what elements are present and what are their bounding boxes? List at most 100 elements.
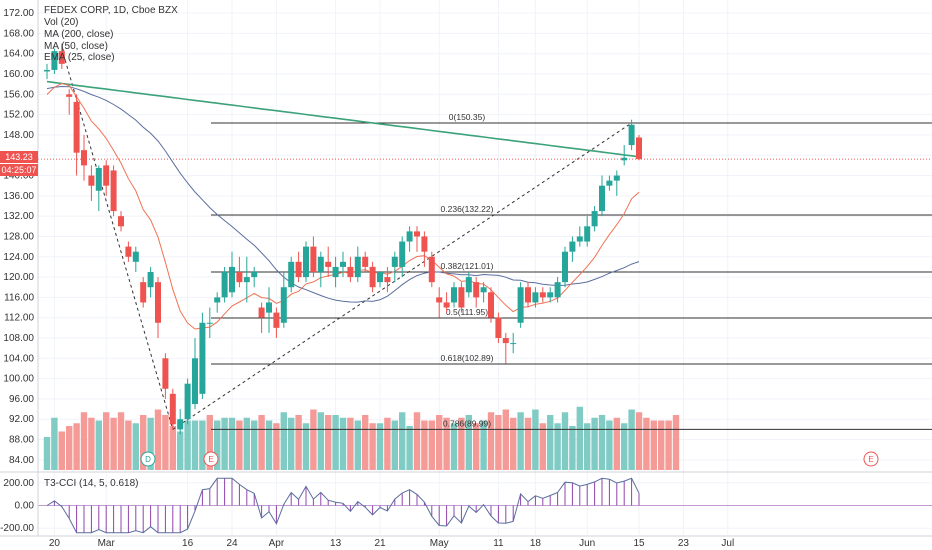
candle-body: [73, 101, 80, 153]
price-tick-label: 84.00: [9, 455, 34, 466]
candle-body: [118, 216, 124, 227]
price-tick-label: 148.00: [3, 130, 34, 141]
volume-bar: [606, 420, 613, 470]
legend-ma50: MA (50, close): [44, 41, 108, 52]
dividend-badge-circle[interactable]: [140, 451, 156, 467]
candle-body: [214, 297, 221, 303]
time-tick-label: Jun: [579, 538, 595, 549]
oscillator-label: T3-CCI (14, 5, 0.618): [44, 478, 138, 489]
candle-body: [332, 266, 339, 278]
volume-bar: [436, 415, 443, 470]
volume-bar: [339, 417, 347, 470]
time-tick-label: 18: [530, 538, 542, 549]
price-tick-label: 104.00: [3, 353, 34, 364]
osc-tick-label: 200.00: [3, 478, 34, 489]
legend-symbol: FEDEX CORP, 1D, Cboe BZX: [44, 5, 178, 16]
volume-bar: [524, 417, 532, 470]
candle-body: [132, 251, 139, 262]
candle-body: [443, 302, 450, 308]
volume-bar: [110, 417, 117, 470]
price-tick-label: 156.00: [3, 89, 34, 100]
legend-vol: Vol (20): [44, 17, 78, 28]
volume-bar: [428, 420, 435, 470]
candle-body: [199, 322, 206, 394]
candle-body: [229, 266, 235, 293]
fib-level-label: 0.786(89.99): [443, 418, 491, 428]
volume-bar: [672, 415, 680, 470]
volume-bar: [154, 409, 162, 470]
candle-body: [636, 137, 642, 160]
volume-bar: [376, 423, 384, 470]
candle-body: [303, 246, 309, 278]
candle-body: [532, 292, 539, 303]
volume-bars: [43, 406, 680, 470]
volume-bar: [51, 417, 58, 470]
candle-body: [621, 157, 628, 161]
volume-bar: [236, 420, 243, 470]
fib-level-label: 0.236(132.22): [441, 204, 494, 214]
volume-bar: [302, 423, 310, 470]
price-axis[interactable]: 172.00 168.00 164.00 160.00 156.00 152.00 148.…: [3, 0, 39, 536]
volume-bar: [347, 417, 354, 470]
candle-body: [547, 292, 554, 298]
price-tick-label: 164.00: [3, 49, 34, 60]
price-tick-label: 96.00: [9, 394, 34, 405]
price-tick-label: 140.00: [3, 171, 34, 182]
fibonacci-retracement[interactable]: 0(150.35) 0.236(132.22) 0.382(121.01) 0.5(1…: [38, 48, 932, 430]
legend-ema25: EMA (25, close): [44, 52, 115, 63]
time-axis[interactable]: 20 Mar 16 24 Apr 13 21 May 11 18 Jun 15 23 Jul: [49, 538, 734, 549]
time-tick-label: Jul: [721, 538, 734, 549]
volume-bar: [206, 415, 213, 470]
volume-bar: [177, 431, 184, 470]
price-tag-value: 143.23: [5, 152, 33, 162]
volume-bar: [547, 415, 554, 470]
candle-body: [95, 167, 102, 191]
price-tag-box: [0, 151, 38, 163]
candlesticks[interactable]: [44, 43, 642, 435]
candle-body: [399, 241, 406, 267]
volume-bar: [288, 417, 295, 470]
candle-body: [110, 170, 117, 212]
candle-body: [406, 231, 413, 242]
t3-cci-oscillator[interactable]: 200.00 0.00 -200.00: [0, 477, 932, 534]
volume-bar: [199, 420, 206, 470]
candle-body: [140, 282, 147, 303]
earnings-badge-past[interactable]: E: [203, 451, 219, 467]
time-tick-label: 24: [226, 538, 238, 549]
volume-bar: [362, 415, 369, 470]
candle-body: [488, 292, 494, 318]
volume-bar: [354, 420, 361, 470]
dividend-badge[interactable]: D: [140, 451, 156, 467]
volume-bar: [584, 423, 591, 470]
candle-body: [576, 236, 583, 242]
fib-level-label: 0.618(102.89): [441, 353, 494, 363]
time-tick-label: 20: [49, 538, 61, 549]
earnings-badge-upcoming-letter: E: [868, 455, 873, 464]
candle-body: [369, 266, 376, 288]
countdown-box: [0, 164, 38, 176]
candle-body: [606, 180, 613, 186]
volume-bar: [95, 420, 102, 470]
earnings-badge-upcoming-circle[interactable]: [863, 451, 879, 467]
price-tick-label: 92.00: [9, 414, 34, 425]
candle-body: [162, 358, 169, 389]
dividend-badge-letter: D: [145, 455, 151, 464]
earnings-badge-past-circle[interactable]: [203, 451, 219, 467]
volume-bar: [495, 415, 502, 470]
volume-bar: [221, 417, 228, 470]
fib-trend-line-up: [172, 122, 632, 430]
volume-bar: [465, 415, 472, 470]
volume-bar: [443, 417, 450, 470]
candle-body: [251, 272, 258, 278]
earnings-badge-upcoming[interactable]: E: [863, 451, 879, 467]
volume-bar: [413, 412, 421, 470]
candle-body: [628, 124, 635, 146]
volume-bar: [391, 420, 398, 470]
price-tick-label: 108.00: [3, 333, 34, 344]
candle-body: [517, 287, 524, 323]
candle-body: [317, 256, 324, 272]
candle-body: [391, 256, 398, 267]
volume-bar: [228, 417, 236, 470]
volume-bar: [576, 406, 583, 470]
